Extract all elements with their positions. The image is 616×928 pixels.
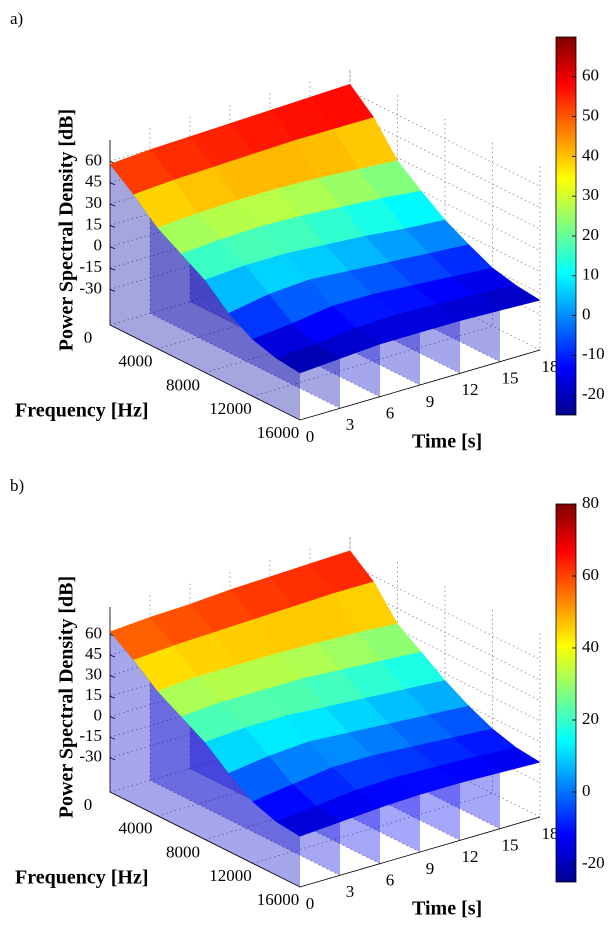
grid-line (109, 154, 541, 251)
panel-label: a) (10, 9, 23, 28)
y-tick-label: 12 (462, 847, 479, 866)
colorbar (555, 503, 577, 883)
colorbar-tick-label: 30 (582, 185, 599, 204)
colorbar-tick-label: 60 (582, 66, 599, 85)
y-tick-label: 6 (386, 871, 395, 890)
x-tick-label: 8000 (166, 842, 200, 861)
z-tick-label: 0 (94, 706, 103, 725)
y-tick-label: 18 (542, 824, 559, 843)
z-tick (109, 675, 116, 678)
grid-line (109, 646, 541, 742)
y-tick-label: 15 (502, 836, 519, 855)
z-axis-title: Power Spectral Density [dB] (56, 576, 78, 818)
z-tick-label: 15 (85, 685, 102, 704)
grid-line (109, 563, 541, 660)
z-tick-label: 45 (85, 172, 102, 191)
colorbar-tick-label: 20 (582, 709, 599, 728)
z-tick (109, 736, 116, 740)
z-tick (109, 267, 116, 271)
x-tick-label: 0 (84, 795, 93, 814)
grid-line (189, 583, 381, 865)
colorbar-tick-label: -10 (582, 344, 605, 363)
colorbar-tick-label: -20 (582, 384, 605, 403)
z-tick-label: -30 (79, 278, 102, 297)
y-tick-label: 9 (426, 859, 435, 878)
x-tick-label: 8000 (166, 375, 200, 394)
z-tick (109, 695, 116, 699)
surface-patch (275, 343, 341, 374)
x-tick-label: 0 (84, 328, 93, 347)
y-tick-label: 3 (346, 415, 355, 434)
z-tick (109, 716, 116, 720)
y-tick-label: 18 (542, 357, 559, 376)
grid-line (109, 176, 541, 273)
z-axis-title: Power Spectral Density [dB] (56, 109, 78, 351)
colorbar-tick-label: 20 (582, 225, 599, 244)
y-axis-title: Time [s] (412, 431, 482, 453)
axis-line (109, 140, 541, 421)
z-tick (109, 757, 116, 761)
colorbar-tick-label: 10 (582, 265, 599, 284)
z-tick-label: -15 (79, 257, 102, 276)
grid-line (109, 584, 541, 681)
colorbar-tick-label: 60 (582, 565, 599, 584)
z-tick (109, 203, 116, 207)
z-tick-label: -15 (79, 726, 102, 745)
z-tick-label: 45 (85, 644, 102, 663)
x-tick-label: 12000 (209, 866, 252, 885)
y-tick-label: 3 (346, 882, 355, 901)
axis-line (109, 607, 541, 888)
y-axis-title: Time [s] (412, 898, 482, 920)
z-tick (109, 289, 116, 292)
grid-line (109, 90, 541, 187)
z-tick-label: 60 (85, 150, 102, 169)
colorbar-tick-label: 0 (582, 781, 591, 800)
z-tick-label: -30 (79, 747, 102, 766)
x-axis-title: Frequency [Hz] (15, 867, 149, 889)
colorbar (555, 36, 577, 416)
grid-line (109, 605, 541, 701)
z-tick (109, 182, 116, 186)
z-tick-label: 30 (85, 664, 102, 683)
colorbar-tick-label: 50 (582, 105, 599, 124)
y-tick-label: 6 (386, 404, 395, 423)
colorbar-tick-label: 40 (582, 637, 599, 656)
x-tick-label: 12000 (209, 399, 252, 418)
colorbar-tick-label: 0 (582, 304, 591, 323)
z-tick (109, 246, 116, 250)
panel-label: b) (10, 476, 24, 495)
z-tick-label: 15 (85, 214, 102, 233)
z-tick-label: 30 (85, 193, 102, 212)
x-tick-label: 16000 (257, 423, 300, 442)
grid-line (109, 112, 541, 209)
x-axis-title: Frequency [Hz] (15, 400, 149, 422)
y-tick-label: 15 (502, 369, 519, 388)
surface-patch (275, 805, 341, 837)
z-tick-label: 0 (94, 236, 103, 255)
x-tick-label: 4000 (119, 352, 153, 371)
grid-line (109, 133, 541, 230)
x-tick-label: 4000 (119, 819, 153, 838)
z-tick (109, 225, 116, 228)
grid-line (109, 625, 541, 722)
surface-skirt (110, 631, 300, 887)
colorbar-tick-label: -20 (582, 853, 605, 872)
colorbar-tick-label: 40 (582, 145, 599, 164)
grid-line (189, 116, 381, 398)
z-tick-label: 60 (85, 623, 102, 642)
y-tick-label: 0 (306, 894, 315, 913)
colorbar-tick-label: 80 (582, 493, 599, 512)
y-tick-label: 9 (426, 392, 435, 411)
surface-skirt (110, 164, 300, 420)
y-tick-label: 0 (306, 427, 315, 446)
y-tick-label: 12 (462, 380, 479, 399)
z-tick (109, 654, 116, 658)
x-tick-label: 16000 (257, 890, 300, 909)
